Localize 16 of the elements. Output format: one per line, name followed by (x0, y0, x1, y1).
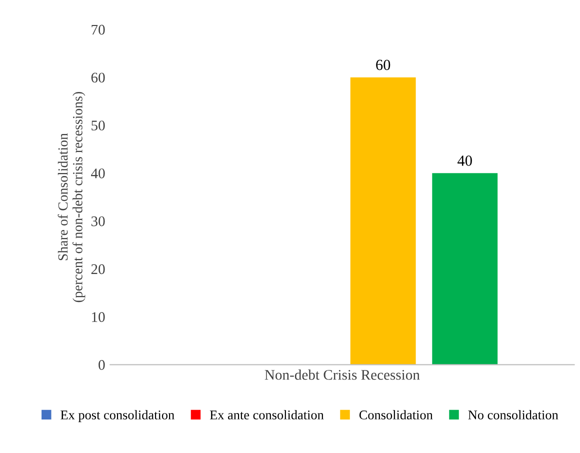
legend-label: Ex post consolidation (60, 410, 174, 422)
y-tick-label: 70 (92, 24, 105, 35)
legend-label: Consolidation (359, 410, 433, 420)
y-tick-label: 60 (91, 72, 105, 83)
y-tick-label: 10 (92, 312, 105, 322)
y-axis-title: Share of Consolidation (percent of non-debt crisis recessions) (58, 92, 86, 302)
x-tick-label: Non-debt Crisis Recession (264, 370, 420, 380)
data-label: 60 (376, 60, 390, 70)
y-tick-label: 40 (91, 168, 105, 178)
data-label: 40 (458, 156, 472, 166)
legend-label: No consolidation (468, 410, 558, 420)
legend-label: Ex ante consolidation (210, 410, 324, 420)
y-tick-label: 0 (98, 360, 105, 370)
y-tick-label: 30 (91, 216, 105, 226)
y-tick-label: 50 (92, 120, 105, 130)
y-tick-label: 20 (91, 264, 105, 274)
